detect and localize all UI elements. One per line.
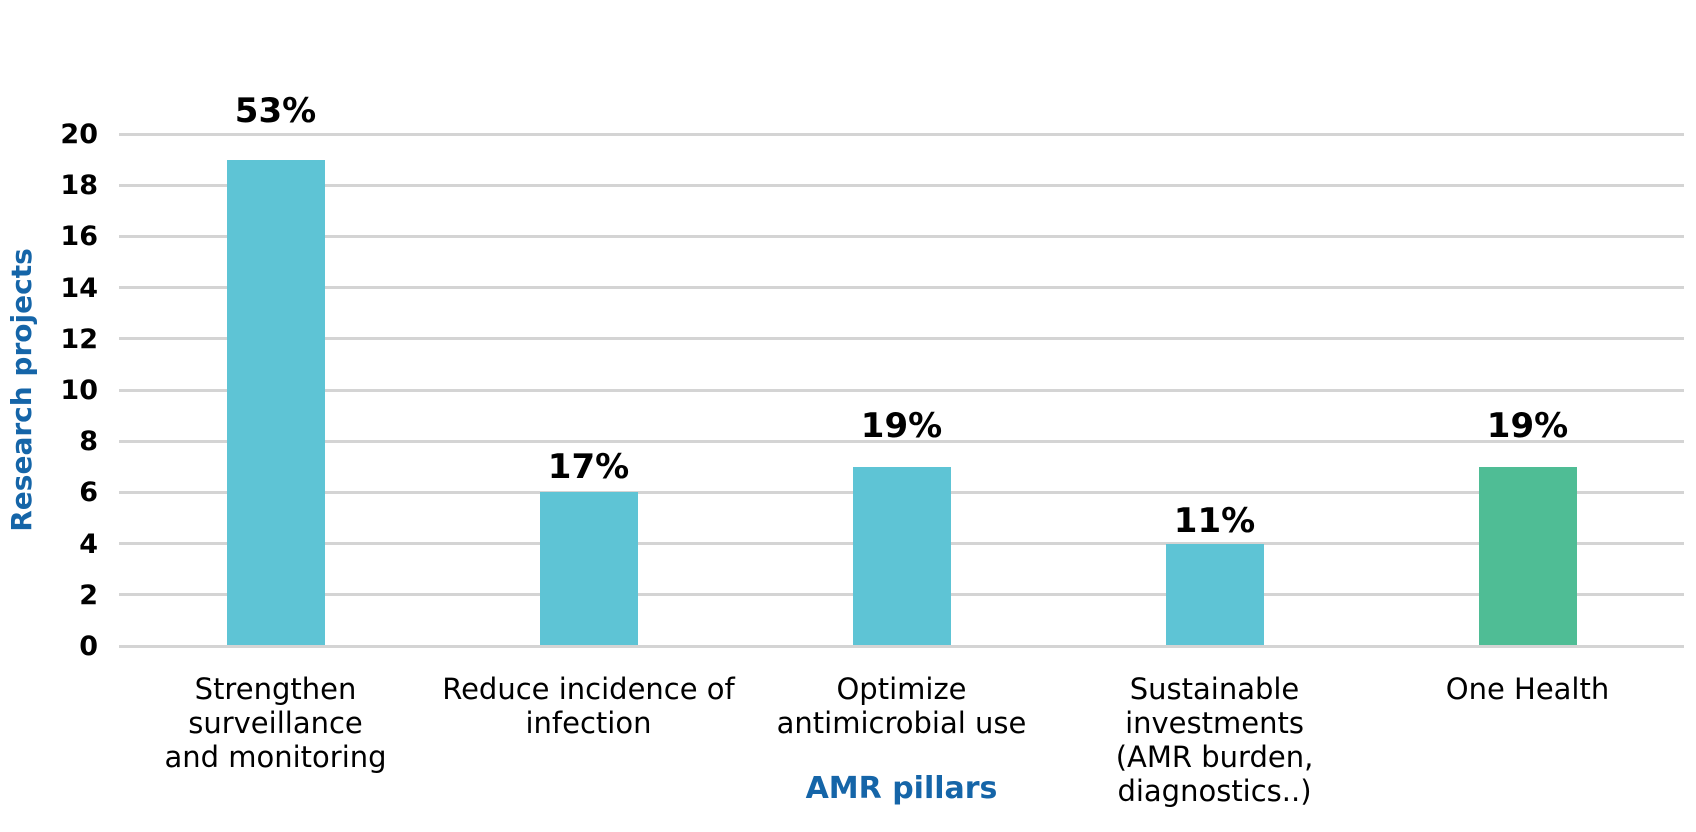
x-axis-title: AMR pillars — [805, 771, 998, 806]
category-label-line: Strengthen surveillance — [188, 672, 363, 740]
y-tick-label: 12 — [60, 323, 98, 355]
category-label-line: and monitoring — [164, 740, 387, 774]
gridline — [119, 286, 1684, 290]
bar-3 — [852, 466, 951, 646]
gridline — [119, 337, 1684, 341]
gridline — [119, 183, 1684, 187]
category-label-line: Sustainable investments — [1125, 672, 1304, 740]
category-label-line: Optimize — [836, 672, 967, 706]
bar-2 — [539, 492, 638, 646]
bar-value-label: 19% — [1486, 405, 1569, 446]
y-tick-label: 14 — [60, 272, 98, 304]
y-tick-label: 8 — [79, 426, 98, 458]
category-label: One Health — [1363, 672, 1693, 706]
x-axis-line — [119, 644, 1684, 648]
category-label-line: diagnostics..) — [1117, 774, 1312, 808]
bar-5 — [1478, 466, 1577, 646]
category-label: Strengthen surveillance and monitoring — [111, 672, 441, 774]
y-tick-label: 4 — [79, 528, 98, 560]
y-tick-label: 0 — [79, 631, 98, 662]
bar-value-label: 17% — [547, 447, 630, 488]
category-label-line: (AMR burden, — [1115, 740, 1314, 774]
y-tick-label: 20 — [60, 119, 98, 150]
y-tick-label: 2 — [79, 579, 98, 611]
bar-value-label: 11% — [1173, 500, 1256, 541]
gridline — [119, 388, 1684, 392]
category-label-line: One Health — [1445, 672, 1610, 706]
category-label-line: Reduce incidence of — [442, 672, 735, 706]
bar-1 — [226, 159, 325, 646]
bar-value-label: 19% — [860, 405, 943, 446]
category-label: Optimize antimicrobial use — [737, 672, 1067, 740]
y-tick-label: 10 — [60, 375, 98, 406]
bar-value-label: 53% — [234, 90, 317, 131]
category-label-line: infection — [525, 706, 652, 740]
category-label: Sustainable investments (AMR burden, diagn… — [1050, 672, 1380, 808]
y-tick-label: 6 — [79, 477, 98, 509]
gridline — [119, 439, 1684, 443]
gridline — [119, 234, 1684, 238]
y-tick-label: 16 — [60, 221, 98, 253]
category-label-line: antimicrobial use — [776, 706, 1027, 740]
y-tick-label: 18 — [60, 170, 98, 202]
gridline — [119, 132, 1684, 136]
bar-4 — [1165, 543, 1264, 646]
category-label: Reduce incidence of infection — [424, 672, 754, 740]
